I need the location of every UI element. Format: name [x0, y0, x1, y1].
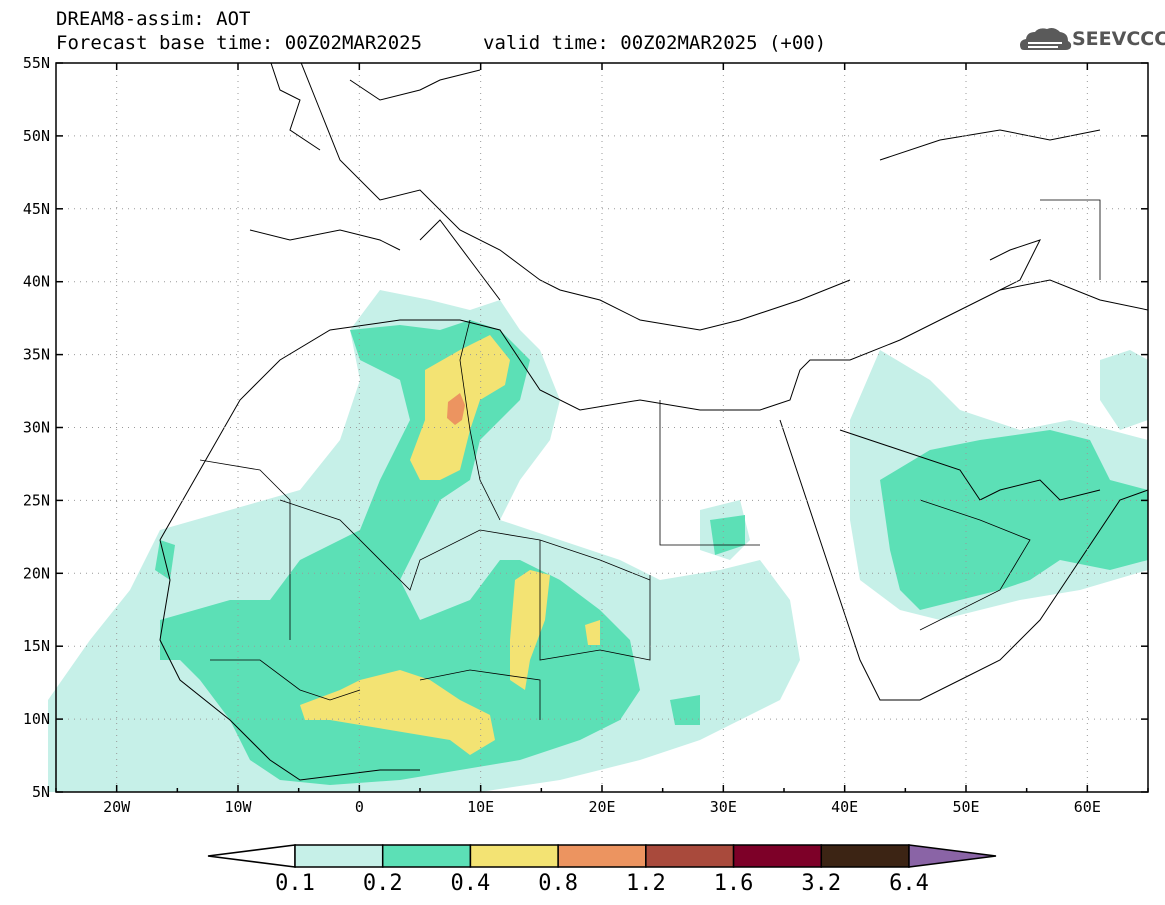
colorbar-label: 0.1: [275, 871, 315, 896]
coastlines: [159, 63, 1148, 781]
colorbar-label: 0.4: [450, 871, 491, 896]
product-title: DREAM8-assim: AOT: [56, 8, 251, 30]
aot-band-0-8: [447, 393, 465, 425]
lon-tick-label: 50E: [952, 798, 979, 816]
aot-shading: [48, 290, 1148, 792]
colorbar-segment: [645, 844, 735, 868]
colorbar-segment: [820, 844, 910, 868]
colorbar-segment: [557, 844, 647, 868]
lat-tick-label: 45N: [23, 200, 50, 218]
valid-time: valid time: 00Z02MAR2025 (+00): [483, 32, 827, 54]
lat-tick-label: 5N: [32, 783, 50, 801]
lat-tick-label: 10N: [23, 710, 50, 728]
lon-axis: 20W 10W 0 10E 20E 30E 40E 50E 60E: [103, 798, 1101, 816]
colorbar-segment: [381, 844, 472, 868]
lat-tick-label: 25N: [23, 491, 50, 509]
lon-tick-label: 60E: [1074, 798, 1101, 816]
lon-tick-label: 30E: [710, 798, 737, 816]
lat-tick-label: 55N: [23, 54, 50, 72]
logo-text: SEEVCCC: [1072, 28, 1165, 50]
lat-axis: 5N 10N 15N 20N 25N 30N 35N 40N 45N 50N 55N: [23, 54, 50, 801]
forecast-base-time: Forecast base time: 00Z02MAR2025: [56, 32, 423, 54]
colorbar-label: 1.2: [625, 871, 666, 896]
colorbar-segment: [294, 844, 384, 868]
colorbar-segment: [732, 844, 823, 868]
lon-tick-label: 20W: [103, 798, 131, 816]
map-grid: [56, 63, 1148, 792]
lat-tick-label: 50N: [23, 127, 50, 145]
colorbar-label: 0.2: [362, 871, 403, 896]
lon-tick-label: 10W: [224, 798, 252, 816]
lat-tick-label: 30N: [23, 419, 50, 437]
colorbar-high-arrow: [908, 844, 997, 868]
colorbar: [207, 844, 997, 868]
lat-tick-label: 35N: [23, 346, 50, 364]
cloud-logo-icon: [1020, 28, 1072, 50]
colorbar-low-arrow: [207, 844, 296, 868]
colorbar-label: 1.6: [713, 871, 754, 896]
lon-tick-label: 10E: [467, 798, 494, 816]
axis-ticks: [55, 62, 1149, 793]
lon-tick-label: 0: [355, 798, 364, 816]
colorbar-label: 6.4: [889, 871, 929, 896]
lon-tick-label: 40E: [831, 798, 858, 816]
colorbar-segment: [469, 844, 559, 868]
lat-tick-label: 15N: [23, 637, 50, 655]
colorbar-label: 3.2: [801, 871, 842, 896]
colorbar-label: 0.8: [538, 871, 579, 896]
lon-tick-label: 20E: [588, 798, 615, 816]
lat-tick-label: 20N: [23, 564, 50, 582]
lat-tick-label: 40N: [23, 273, 50, 291]
country-borders: [199, 199, 1101, 720]
